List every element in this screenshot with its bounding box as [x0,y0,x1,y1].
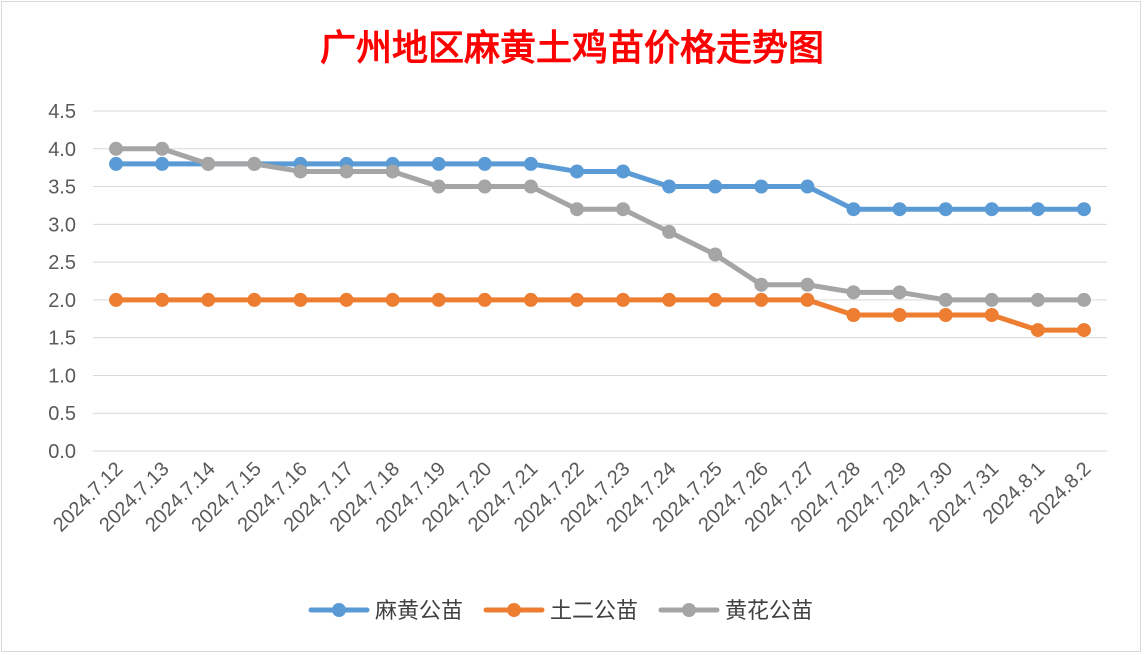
data-point [569,202,584,217]
data-point [339,292,354,307]
legend: 麻黄公苗 土二公苗 黄花公苗 [308,599,813,624]
data-point [662,224,677,239]
data-point [109,141,124,156]
data-point [892,285,907,300]
data-point [247,292,262,307]
data-point [708,179,723,194]
y-tick-label: 3.0 [48,214,76,236]
y-tick-label: 1.0 [48,365,76,387]
y-axis-ticks: 0.0 0.5 1.0 1.5 2.0 2.5 3.0 3.5 4.0 4.5 [48,101,76,463]
legend-label: 土二公苗 [550,599,638,624]
data-point [155,156,170,171]
series-lines [109,141,1091,338]
series-1 [109,292,1091,338]
gridlines [93,110,1107,452]
y-tick-label: 3.5 [48,177,76,199]
data-point [938,202,953,217]
legend-item: 麻黄公苗 [308,599,463,624]
data-point [1030,202,1045,217]
y-tick-label: 2.0 [48,290,76,312]
data-point [754,277,769,292]
data-point [339,164,354,179]
y-tick-label: 4.5 [48,101,76,123]
series-line [113,161,1087,212]
data-point [201,292,216,307]
data-point [616,164,631,179]
data-point [892,202,907,217]
x-axis-ticks: 2024.7.122024.7.132024.7.142024.7.152024… [49,458,1095,536]
legend-label: 黄花公苗 [725,599,813,624]
data-point [201,156,216,171]
data-point [109,292,124,307]
data-point [662,179,677,194]
data-point [754,179,769,194]
data-point [1076,292,1091,307]
data-point [662,292,677,307]
data-point [569,292,584,307]
data-point [984,308,999,322]
data-point [846,202,861,217]
data-point [431,179,446,194]
legend-item: 土二公苗 [483,599,638,624]
data-point [431,156,446,171]
legend-item: 黄花公苗 [658,599,813,624]
legend-label: 麻黄公苗 [375,599,463,624]
data-point [1076,202,1091,217]
data-point [477,156,492,171]
y-tick-label: 0.0 [48,441,76,463]
y-tick-label: 2.5 [48,252,76,274]
data-point [984,292,999,307]
data-point [293,164,308,179]
data-point [477,292,492,307]
series-line [113,146,1087,303]
y-tick-label: 4.0 [48,139,76,161]
legend-marker [507,603,521,617]
data-point [984,202,999,217]
data-point [293,292,308,307]
data-point [800,277,815,292]
data-point [754,292,769,307]
data-point [385,292,400,307]
data-point [800,292,815,307]
y-tick-label: 0.5 [48,403,76,425]
data-point [616,292,631,307]
data-point [1030,292,1045,307]
data-point [892,308,907,322]
data-point [846,308,861,322]
data-point [938,292,953,307]
data-point [708,292,723,307]
data-point [1030,323,1045,338]
data-point [155,141,170,156]
series-line [113,297,1087,333]
data-point [523,156,538,171]
data-point [385,164,400,179]
y-tick-label: 1.5 [48,328,76,350]
legend-marker [332,603,346,617]
data-point [247,156,262,171]
data-point [846,285,861,300]
series-2 [109,141,1091,307]
legend-marker [682,603,696,617]
data-point [477,179,492,194]
data-point [616,202,631,217]
data-point [569,164,584,179]
data-point [523,179,538,194]
chart-title: 广州地区麻黄土鸡苗价格走势图 [320,27,824,69]
data-point [431,292,446,307]
data-point [523,292,538,307]
data-point [109,156,124,171]
data-point [1076,323,1091,338]
data-point [938,308,953,322]
data-point [800,179,815,194]
data-point [708,247,723,262]
data-point [155,292,170,307]
